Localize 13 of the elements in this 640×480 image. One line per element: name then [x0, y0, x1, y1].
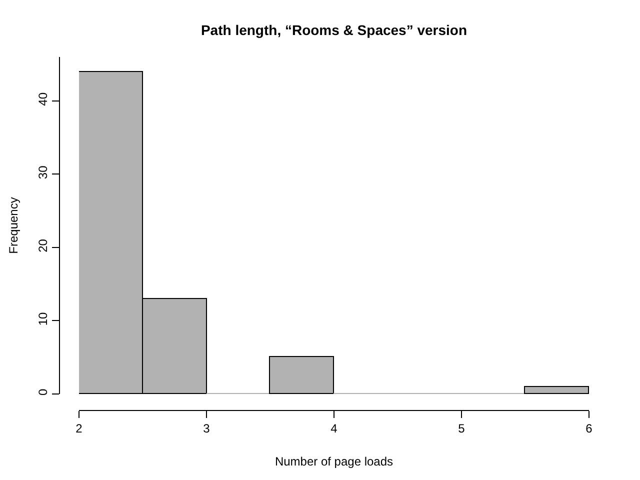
y-tick-label: 40 [36, 92, 50, 106]
y-tick-label: 30 [36, 165, 50, 180]
y-tick-label: 0 [36, 388, 50, 396]
x-axis-title: Number of page loads [274, 454, 394, 468]
x-tick-label: 5 [458, 421, 466, 436]
y-axis-title: Frequency [6, 197, 20, 254]
x-tick-label: 3 [203, 421, 210, 436]
y-tick-label: 20 [36, 238, 50, 252]
x-tick-label: 2 [76, 421, 83, 436]
x-tick-label: 6 [586, 421, 593, 436]
chart-title: Path length, “Rooms & Spaces” version [200, 22, 468, 38]
y-tick-label: 10 [36, 312, 50, 326]
x-tick-label: 4 [330, 421, 338, 436]
